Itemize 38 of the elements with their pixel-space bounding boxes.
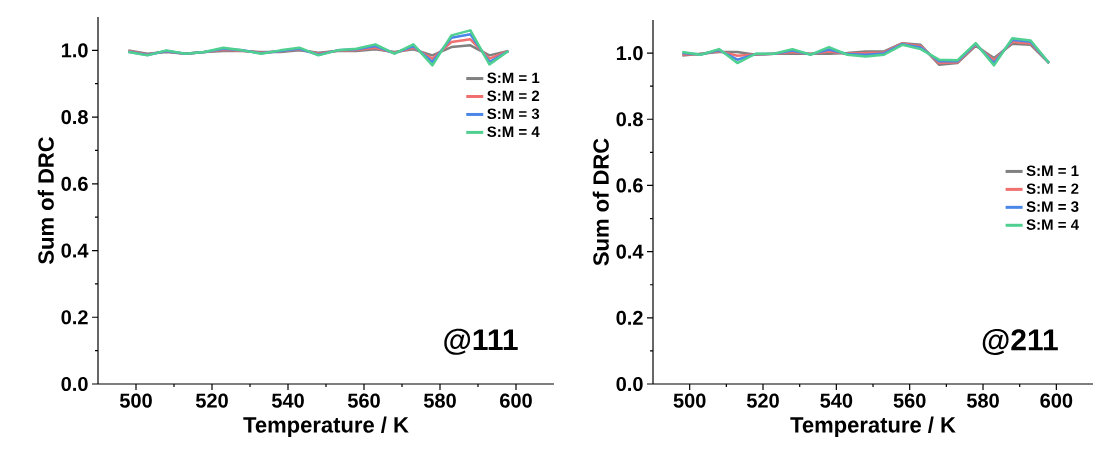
y-tick-label: 1.0 [61, 43, 88, 58]
y-tick-label: 0.8 [616, 112, 643, 127]
y-tick-label: 0.6 [61, 176, 88, 191]
x-tick-label: 520 [195, 393, 228, 408]
x-axis-title: Temperature / K [790, 416, 956, 438]
y-axis-title: Sum of DRC [592, 138, 609, 266]
y-tick-label: 0.0 [616, 376, 643, 392]
y-axis-title: Sum of DRC [37, 136, 54, 265]
annotation: @111 [444, 328, 518, 355]
x-tick-label: 580 [966, 393, 999, 408]
x-tick-label: 540 [820, 393, 853, 408]
legend-label: S:M = 2 [487, 90, 540, 102]
x-tick-label: 540 [271, 393, 304, 408]
y-tick-label: 0.2 [61, 310, 88, 325]
annotation: @211 [982, 328, 1058, 355]
y-tick-label: 0.4 [616, 244, 644, 259]
x-tick-label: 580 [423, 393, 456, 408]
legend-label: S:M = 1 [1026, 165, 1079, 177]
legend-label: S:M = 4 [1026, 219, 1079, 230]
x-tick-label: 600 [1040, 393, 1073, 408]
legend-label: S:M = 3 [1026, 201, 1079, 212]
y-tick-label: 1.0 [616, 46, 643, 61]
y-tick-label: 0.6 [616, 178, 643, 193]
legend-label: S:M = 1 [487, 72, 540, 84]
x-tick-label: 500 [673, 393, 706, 408]
y-tick-label: 0.2 [616, 310, 643, 325]
y-tick-label: 0.8 [61, 110, 88, 125]
y-tick-label: 0.4 [61, 243, 89, 258]
legend-label: S:M = 3 [487, 108, 540, 120]
x-tick-label: 600 [500, 393, 532, 408]
y-tick-label: 0.0 [61, 376, 88, 392]
x-tick-label: 560 [893, 393, 926, 408]
x-axis-title: Temperature / K [243, 416, 409, 438]
x-tick-label: 500 [119, 393, 152, 408]
x-tick-label: 560 [347, 393, 380, 408]
legend-label: S:M = 4 [487, 126, 540, 138]
x-tick-label: 520 [746, 393, 779, 408]
legend-label: S:M = 2 [1026, 183, 1079, 195]
